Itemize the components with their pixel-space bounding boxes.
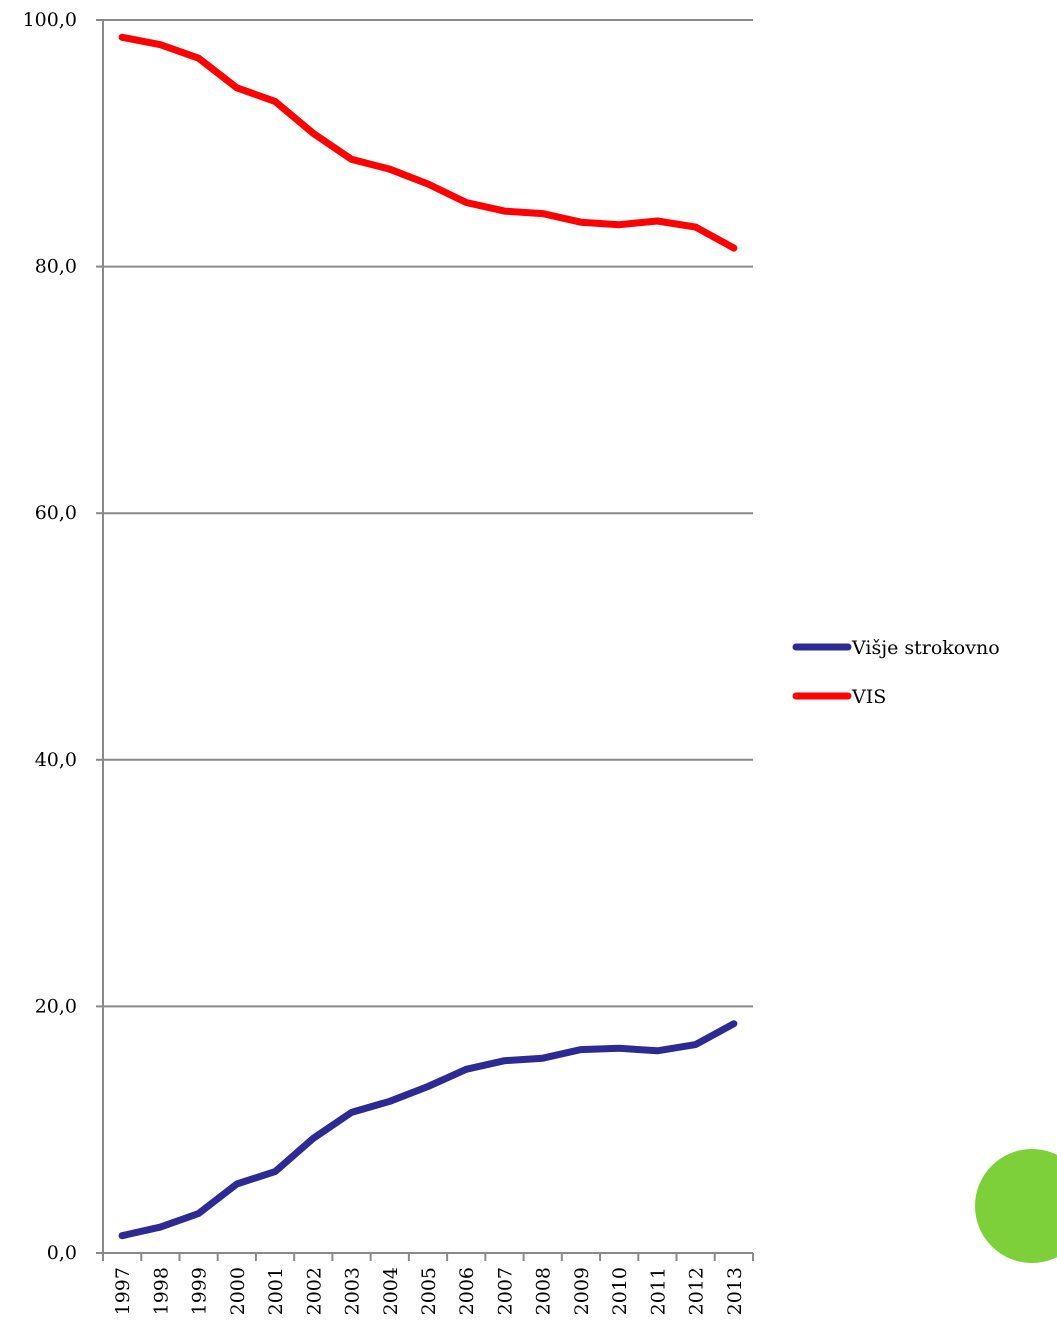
data-point [157,42,163,48]
gridlines [103,19,753,1008]
x-tick-label: 2006 [456,1267,478,1315]
x-tick-label: 2009 [571,1267,593,1315]
series-lines [118,33,738,1240]
y-tick-label: 40,0 [35,749,77,771]
x-tick-label: 2001 [265,1267,287,1315]
y-tick-label: 80,0 [35,256,77,278]
x-tick-label: 2005 [418,1267,440,1315]
data-point [463,199,469,205]
data-point [387,1098,393,1104]
data-point [234,85,240,91]
data-point [501,208,507,214]
data-point [349,1109,355,1115]
decorative-circle [975,1149,1057,1263]
data-point [310,130,316,136]
data-point [425,181,431,187]
x-tick-label: 2013 [724,1267,746,1315]
data-point [731,245,737,251]
data-point [272,98,278,104]
x-tick-label: 1999 [189,1267,211,1315]
x-tick-label: 1998 [150,1267,172,1315]
data-point [119,34,125,40]
data-point [157,1224,163,1230]
data-point [349,156,355,162]
data-point [387,166,393,172]
x-tick-label: 2003 [342,1267,364,1315]
data-point [119,1233,125,1239]
data-point [616,1045,622,1051]
x-tick-label: 2010 [609,1267,631,1315]
data-point [501,1058,507,1064]
x-tick-label: 2002 [303,1267,325,1315]
data-point [578,219,584,225]
data-point [310,1135,316,1141]
legend: Višje strokovno VIS [792,637,1000,708]
data-point [425,1084,431,1090]
data-point [693,224,699,230]
series-line [118,33,738,252]
x-axis-tick-labels: 1997 1998 1999 2000 2001 2002 2003 2004 2005 2006… [112,1267,746,1315]
x-tick-label: 2008 [533,1267,555,1315]
data-point [196,1211,202,1217]
data-point [731,1021,737,1027]
data-point [463,1066,469,1072]
x-tick-label: 2004 [380,1267,402,1315]
data-point [654,1048,660,1054]
y-tick-label: 0,0 [47,1242,77,1264]
x-tick-label: 1997 [112,1267,134,1315]
data-point [578,1047,584,1053]
series-line [118,1020,738,1240]
y-axis-tick-labels: 0,0 20,0 40,0 60,0 80,0 100,0 [23,9,77,1264]
x-tick-label: 2007 [494,1267,516,1315]
y-tick-label: 100,0 [23,9,77,31]
data-point [196,55,202,61]
x-tick-label: 2000 [227,1267,249,1315]
axes [96,19,754,1261]
data-point [272,1169,278,1175]
data-point [540,211,546,217]
y-tick-label: 60,0 [35,502,77,524]
data-point [654,218,660,224]
y-tick-label: 20,0 [35,995,77,1017]
data-point [693,1042,699,1048]
data-point [234,1181,240,1187]
data-point [540,1055,546,1061]
legend-label: VIS [851,686,886,708]
x-tick-label: 2011 [647,1267,669,1315]
legend-label: Višje strokovno [851,637,1000,659]
data-point [616,222,622,228]
x-tick-label: 2012 [686,1267,708,1315]
